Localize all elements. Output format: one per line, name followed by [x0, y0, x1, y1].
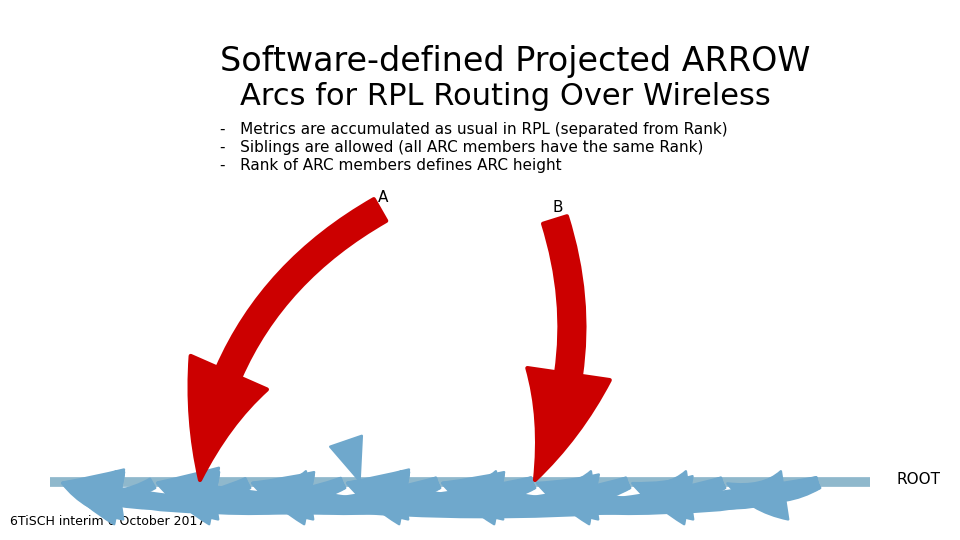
FancyArrowPatch shape [348, 475, 629, 522]
FancyArrowPatch shape [252, 472, 629, 520]
FancyArrowPatch shape [443, 476, 630, 524]
Text: B: B [553, 200, 564, 215]
FancyArrowPatch shape [443, 475, 724, 522]
FancyArrowPatch shape [538, 476, 725, 524]
FancyArrowPatch shape [62, 472, 439, 520]
Text: -   Siblings are allowed (all ARC members have the same Rank): - Siblings are allowed (all ARC members … [220, 140, 704, 155]
Text: A: A [378, 190, 389, 205]
FancyArrowPatch shape [157, 472, 534, 520]
FancyArrowPatch shape [252, 475, 534, 522]
FancyArrowPatch shape [633, 476, 820, 524]
Text: Arcs for RPL Routing Over Wireless: Arcs for RPL Routing Over Wireless [240, 82, 771, 111]
FancyArrowPatch shape [157, 468, 818, 517]
FancyArrowPatch shape [62, 470, 534, 517]
Text: 6TiSCH interim 6 October 2017: 6TiSCH interim 6 October 2017 [10, 515, 205, 528]
FancyArrowPatch shape [527, 216, 610, 480]
FancyArrowPatch shape [443, 472, 819, 520]
FancyArrowPatch shape [62, 471, 156, 519]
FancyArrowPatch shape [157, 476, 345, 524]
FancyArrowPatch shape [330, 436, 362, 481]
Text: Software-defined Projected ARROW: Software-defined Projected ARROW [220, 45, 810, 78]
FancyArrowPatch shape [348, 470, 819, 517]
FancyArrowPatch shape [62, 475, 344, 522]
FancyArrowPatch shape [157, 471, 251, 519]
FancyArrowPatch shape [348, 471, 441, 519]
FancyArrowPatch shape [443, 471, 536, 519]
FancyArrowPatch shape [189, 199, 386, 480]
FancyArrowPatch shape [348, 476, 535, 524]
FancyArrowPatch shape [252, 476, 440, 524]
FancyArrowPatch shape [157, 475, 439, 522]
FancyArrowPatch shape [633, 471, 725, 519]
Text: -   Rank of ARC members defines ARC height: - Rank of ARC members defines ARC height [220, 158, 562, 173]
FancyArrowPatch shape [62, 476, 250, 524]
FancyArrowPatch shape [538, 475, 819, 522]
FancyArrowPatch shape [538, 471, 630, 519]
FancyArrowPatch shape [252, 471, 346, 519]
Text: ROOT: ROOT [896, 472, 940, 488]
Text: -   Metrics are accumulated as usual in RPL (separated from Rank): - Metrics are accumulated as usual in RP… [220, 122, 728, 137]
FancyArrowPatch shape [728, 471, 820, 519]
FancyArrowPatch shape [348, 472, 724, 520]
